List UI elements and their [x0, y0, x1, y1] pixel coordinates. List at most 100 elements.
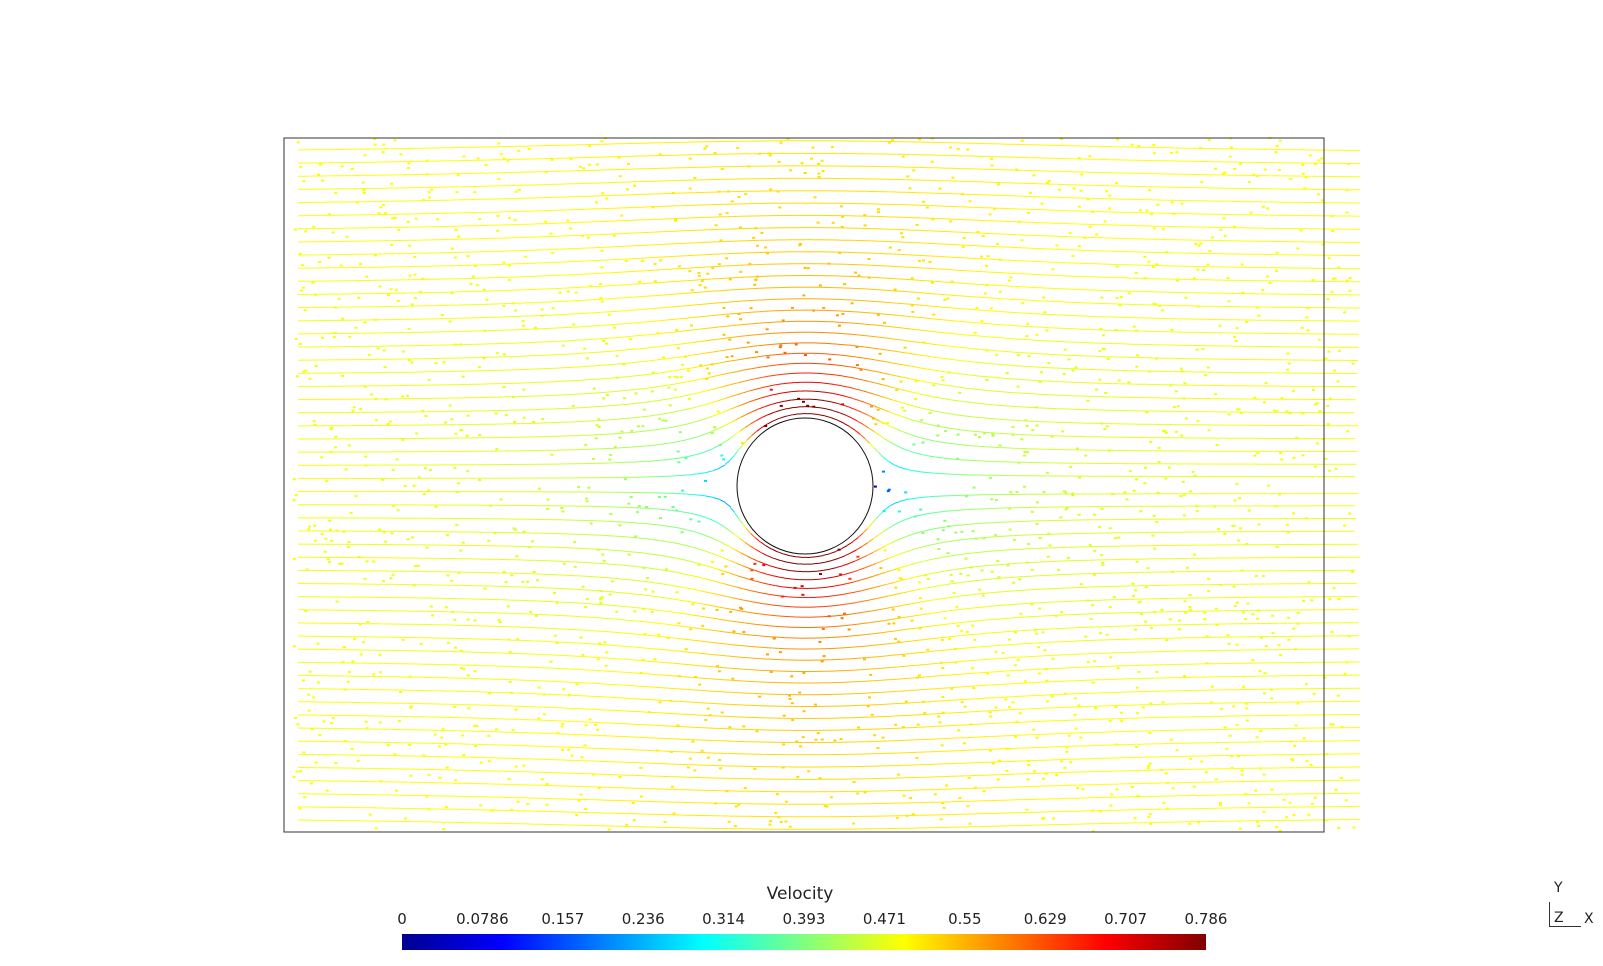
streamline-segment: [859, 433, 866, 439]
streamline-segment: [699, 327, 707, 330]
streamline-segment: [870, 347, 878, 350]
streamline-segment: [1002, 419, 1009, 421]
streamline-segment: [1007, 364, 1015, 367]
streamline-segment: [955, 346, 963, 349]
streamline-segment: [640, 347, 648, 350]
streamline-segment: [692, 435, 700, 439]
streamline-segment: [745, 345, 753, 348]
streamline-segment: [673, 440, 681, 443]
streamline-segment: [940, 526, 948, 529]
streamline-segment: [897, 429, 904, 433]
streamline-segment: [961, 373, 968, 376]
streamline-segment: [919, 513, 927, 516]
streamline-segment: [876, 359, 883, 362]
streamline-segment: [725, 372, 732, 375]
streamline-segment: [847, 541, 854, 546]
streamline-segment: [869, 369, 876, 372]
streamline-segment: [724, 383, 732, 387]
streamline-segment: [956, 320, 964, 323]
streamline-segment: [667, 426, 674, 429]
streamline-segment: [686, 559, 694, 563]
streamline-segment: [640, 401, 648, 404]
streamline-segment: [759, 405, 766, 410]
streamline-segment: [861, 411, 869, 416]
streamline-segment: [729, 546, 736, 551]
streamline-segment: [862, 528, 868, 534]
streamline-segment: [783, 363, 791, 365]
streamline-segment: [680, 342, 687, 345]
streamline-segment: [897, 565, 905, 569]
streamline-segment: [959, 386, 967, 389]
streamline-segment: [654, 524, 661, 526]
streamline-segment: [962, 552, 969, 555]
streamline-segment: [866, 551, 874, 556]
streamline-segment: [985, 431, 993, 434]
streamline-segment: [745, 423, 752, 428]
streamline-segment: [737, 380, 745, 384]
streamline-segment: [950, 294, 958, 297]
streamline-segment: [706, 315, 714, 317]
streamline-segment: [679, 408, 687, 412]
streamline-segment: [932, 511, 940, 514]
streamline-segment: [901, 550, 908, 554]
streamline-segment: [699, 403, 706, 407]
streamline-segment: [780, 391, 788, 394]
streamline-segment: [693, 353, 700, 356]
streamline-segment: [614, 418, 622, 420]
streamline-segment: [974, 375, 981, 377]
streamline-segment: [923, 317, 931, 320]
streamline-segment: [761, 552, 768, 557]
streamline-segment: [904, 403, 912, 406]
streamline-segment: [768, 411, 775, 416]
streamline-segment: [680, 292, 688, 295]
streamline-segment: [849, 366, 857, 369]
streamline-segment: [964, 401, 972, 404]
streamline-segment: [737, 392, 744, 396]
streamline-segment: [910, 340, 917, 343]
streamline-segment: [863, 357, 870, 360]
streamline-segment: [967, 444, 975, 447]
streamline-segment: [752, 558, 760, 563]
streamline-segment: [837, 354, 844, 356]
streamline-segment: [976, 335, 983, 337]
streamline-segment: [776, 373, 784, 376]
streamline-segment: [686, 437, 694, 441]
streamline-segment: [871, 324, 878, 326]
streamline-segment: [736, 562, 743, 567]
streamline-segment: [988, 362, 995, 365]
streamline-segment: [975, 551, 983, 554]
streamline-segment: [862, 368, 870, 371]
streamline-segment: [910, 316, 918, 318]
streamline-segment: [870, 335, 878, 338]
streamline-segment: [898, 401, 905, 405]
streamline-segment: [743, 390, 750, 394]
streamline-segment: [930, 330, 937, 333]
streamline-segment: [687, 473, 694, 476]
streamline-segment: [699, 352, 707, 355]
streamline-segment: [647, 386, 655, 389]
streamline-segment: [734, 430, 741, 436]
streamline-segment: [955, 553, 963, 556]
streamline-segment: [673, 318, 681, 320]
streamline-segment: [699, 340, 707, 342]
streamline-segment: [653, 385, 661, 388]
streamline-segment: [693, 494, 701, 496]
streamline-segment: [936, 344, 943, 346]
streamline-segment: [966, 387, 974, 390]
streamline-segment: [942, 357, 949, 360]
streamline-segment: [946, 384, 954, 387]
streamline-segment: [888, 373, 896, 377]
streamline-segment: [654, 413, 661, 416]
streamline-segment: [829, 363, 837, 366]
streamline-segment: [731, 382, 738, 385]
streamline-segment: [920, 421, 928, 425]
streamline-segment: [673, 410, 681, 413]
streamline-segment: [885, 397, 893, 401]
streamline-segment: [956, 307, 964, 310]
streamline-segment: [908, 450, 915, 454]
streamline-segment: [614, 323, 622, 325]
streamline-segment: [750, 377, 758, 381]
streamline-segment: [647, 414, 655, 417]
